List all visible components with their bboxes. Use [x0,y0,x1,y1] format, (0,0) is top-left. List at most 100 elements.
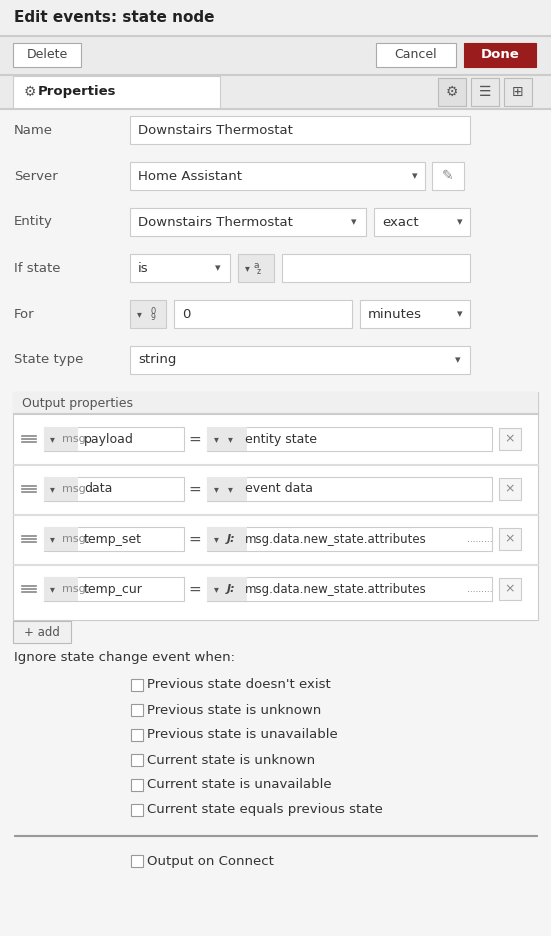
Bar [44,427,78,451]
Text: ▾: ▾ [457,217,463,227]
Text: ▾: ▾ [245,263,250,273]
Text: ▾: ▾ [214,584,218,594]
Text: Previous state doesn't exist: Previous state doesn't exist [147,679,331,692]
Bar [374,208,470,236]
Text: minutes: minutes [368,308,422,320]
Text: 0: 0 [150,306,155,315]
Bar [207,427,492,451]
Bar [44,527,184,551]
Bar [13,564,538,565]
Bar [131,679,143,691]
Text: msg.: msg. [62,434,89,444]
Bar [44,527,78,551]
Text: Entity: Entity [14,215,53,228]
Text: is: is [138,261,149,274]
Text: ×: × [505,482,515,495]
Bar [130,300,166,328]
Bar [130,162,425,190]
Text: exact: exact [382,215,419,228]
Text: For: For [14,308,35,320]
Text: ▾: ▾ [351,217,357,227]
Bar [13,392,538,414]
Text: ×: × [505,432,515,446]
Text: ▾: ▾ [137,309,142,319]
Bar [44,577,184,601]
Bar [0,35,551,36]
Text: =: = [188,481,201,496]
Bar [13,621,71,643]
Bar [130,254,230,282]
Bar [0,0,551,36]
Text: Current state equals previous state: Current state equals previous state [147,803,383,816]
Bar [13,514,538,515]
Text: Previous state is unavailable: Previous state is unavailable [147,728,338,741]
Text: ▾: ▾ [228,484,233,494]
Text: =: = [188,431,201,446]
Text: a: a [253,260,259,270]
Text: ▾: ▾ [457,309,463,319]
Text: Server: Server [14,169,58,183]
Text: temp_set: temp_set [84,533,142,546]
Bar [13,43,81,67]
Text: string: string [138,354,176,367]
Text: Edit events: state node: Edit events: state node [14,10,214,25]
Bar [207,527,492,551]
Text: msg.: msg. [62,534,89,544]
Text: entity state: entity state [245,432,317,446]
Bar [238,254,274,282]
Bar [174,300,352,328]
Text: ………: ……… [467,534,493,544]
Bar [207,577,247,601]
Text: ⚙: ⚙ [24,85,36,99]
Bar [0,36,551,74]
Text: State type: State type [14,354,83,367]
Bar [131,729,143,741]
Bar [207,477,492,501]
Bar [504,78,532,106]
Text: ▾: ▾ [50,534,55,544]
Bar [13,413,538,414]
Text: ▾: ▾ [412,171,418,181]
Text: data: data [84,482,112,495]
Text: Output on Connect: Output on Connect [147,855,274,868]
Bar [464,43,536,67]
Text: z: z [257,268,261,276]
Bar [207,427,247,451]
Text: ⊞: ⊞ [512,85,524,99]
Bar [13,392,538,620]
Bar [499,528,521,550]
Bar [130,346,470,374]
Text: Output properties: Output properties [22,397,133,409]
Text: ×: × [505,533,515,546]
Bar [207,527,247,551]
Text: Cancel: Cancel [395,49,437,62]
Bar [0,109,551,936]
Bar [13,464,538,465]
Text: msg.data.new_state.attributes: msg.data.new_state.attributes [245,533,427,546]
Text: ▾: ▾ [455,355,461,365]
Bar [499,578,521,600]
Bar [131,855,143,867]
Bar [14,835,537,836]
Text: ×: × [505,582,515,595]
Text: ▾: ▾ [50,584,55,594]
Text: Done: Done [480,49,520,62]
Text: ▾: ▾ [215,263,221,273]
Text: ✎: ✎ [442,169,454,183]
Text: Properties: Properties [38,85,116,98]
Text: Current state is unknown: Current state is unknown [147,753,315,767]
Text: ☰: ☰ [479,85,491,99]
Bar [44,427,184,451]
Text: 9: 9 [150,314,155,323]
Bar [130,208,366,236]
Text: Downstairs Thermostat: Downstairs Thermostat [138,124,293,137]
Bar [360,300,470,328]
Bar [130,116,470,144]
Text: 0: 0 [182,308,191,320]
Text: msg.: msg. [62,484,89,494]
Bar [0,108,551,109]
Bar [282,254,470,282]
Bar [499,428,521,450]
Bar [44,477,184,501]
Text: ▾: ▾ [214,434,218,444]
